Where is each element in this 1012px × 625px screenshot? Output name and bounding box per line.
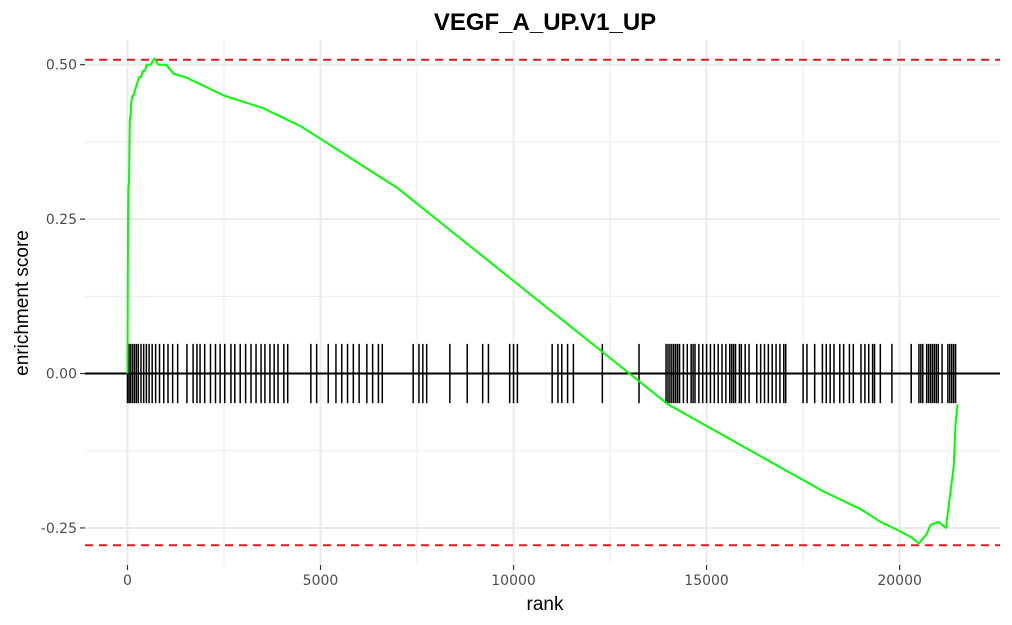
y-tick-label: 0.00 bbox=[46, 367, 77, 383]
x-tick-label: 5000 bbox=[303, 573, 339, 589]
enrichment-curve-layer bbox=[126, 57, 959, 545]
y-axis-title: enrichment score bbox=[12, 230, 33, 376]
x-tick-label: 15000 bbox=[684, 573, 729, 589]
x-axis-title: rank bbox=[527, 594, 564, 615]
grid-lines bbox=[85, 40, 1000, 565]
x-axis: 0 5000 10000 15000 20000 bbox=[123, 565, 922, 589]
x-tick-label: 0 bbox=[123, 573, 132, 589]
y-tick-label: 0.50 bbox=[46, 58, 77, 74]
enrichment-curve bbox=[126, 57, 959, 545]
x-tick-label: 20000 bbox=[877, 573, 922, 589]
y-tick-label: -0.25 bbox=[41, 521, 77, 537]
reference-lines bbox=[85, 58, 1000, 547]
y-tick-label: 0.25 bbox=[46, 212, 77, 228]
x-tick-label: 10000 bbox=[491, 573, 536, 589]
y-axis: -0.25 0.00 0.25 0.50 bbox=[41, 58, 85, 537]
chart-title: VEGF_A_UP.V1_UP bbox=[434, 9, 656, 36]
